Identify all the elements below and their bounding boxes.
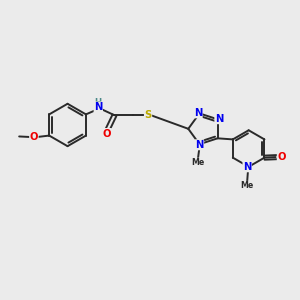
- Text: O: O: [30, 132, 38, 142]
- Text: N: N: [94, 102, 103, 112]
- Text: N: N: [195, 140, 204, 150]
- Text: O: O: [103, 128, 111, 139]
- Text: Me: Me: [241, 181, 254, 190]
- Text: N: N: [194, 108, 202, 118]
- Text: S: S: [144, 110, 152, 120]
- Text: Me: Me: [191, 158, 204, 167]
- Text: N: N: [243, 162, 251, 172]
- Text: O: O: [277, 152, 286, 162]
- Text: N: N: [215, 114, 223, 124]
- Text: H: H: [95, 98, 102, 107]
